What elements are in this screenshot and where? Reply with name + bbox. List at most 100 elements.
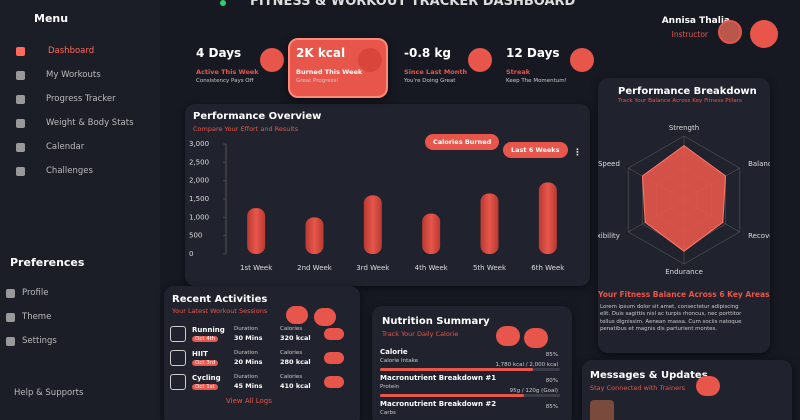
menu-icon xyxy=(16,167,25,176)
calories-label: Calories xyxy=(280,350,303,356)
activity-icon xyxy=(170,326,186,342)
message-button[interactable] xyxy=(696,376,720,396)
radar-label: Strength xyxy=(669,124,699,132)
stat-label: Streak xyxy=(506,68,531,76)
menu-icon xyxy=(16,143,25,152)
stat-card: 12 Days Streak Keep The Momentum! xyxy=(500,40,596,100)
card-subtitle: Track Your Balance Across Key Fitness Pi… xyxy=(618,98,742,104)
x-tick-label: 5th Week xyxy=(473,264,507,272)
duration-value: 45 Mins xyxy=(234,382,263,390)
radar-label: Recovery xyxy=(748,232,770,240)
bar xyxy=(363,195,382,254)
card-title: Performance Overview xyxy=(193,111,322,122)
activity-date: Oct 1st xyxy=(192,384,218,390)
calories-label: Calories xyxy=(280,374,303,380)
arrow-button[interactable] xyxy=(324,352,344,364)
menu-item[interactable]: Settings xyxy=(22,336,57,346)
radar-label: Flexibility xyxy=(598,232,620,240)
nutrition-card: Nutrition Summary Track Your Daily Calor… xyxy=(372,306,572,420)
stat-icon xyxy=(570,48,594,72)
page-title: FITNESS & WORKOUT TRACKER DASHBOARD xyxy=(250,0,576,9)
view-all-link[interactable]: View All Logs xyxy=(226,397,272,405)
duration-label: Duration xyxy=(234,374,258,380)
preferences-title: Preferences xyxy=(10,256,85,269)
x-tick-label: 2nd Week xyxy=(297,264,333,272)
duration-label: Duration xyxy=(234,326,258,332)
nutrition-percent: 80% xyxy=(545,378,558,384)
menu-icon xyxy=(16,119,25,128)
duration-value: 30 Mins xyxy=(234,334,263,342)
stat-value: 12 Days xyxy=(506,46,560,60)
print-button[interactable] xyxy=(286,306,308,324)
bar-chart: 0 500 1,000 1,500 2,000 2,500 3,000 1st Week 2nd… xyxy=(189,140,565,272)
nutrition-percent: 85% xyxy=(545,404,558,410)
bar xyxy=(422,213,441,254)
radar-caption: Your Fitness Balance Across 6 Key Areas xyxy=(598,290,770,299)
menu-item[interactable]: Weight & Body Stats xyxy=(46,118,134,128)
duration-label: Duration xyxy=(234,350,258,356)
activity-date: Oct 4th xyxy=(192,336,219,342)
radar-card: Performance Breakdown Track Your Balance… xyxy=(598,78,770,353)
x-tick-label: 4th Week xyxy=(415,264,449,272)
stat-value: -0.8 kg xyxy=(404,46,451,60)
y-tick-label: 2,000 xyxy=(189,177,209,185)
avatar[interactable] xyxy=(718,20,742,44)
menu-item[interactable]: Profile xyxy=(22,288,49,298)
arrow-button[interactable] xyxy=(324,328,344,340)
help-link[interactable]: Help & Supports xyxy=(14,388,84,398)
progress-track xyxy=(380,368,560,371)
filter-dropdown[interactable]: Calories Burned xyxy=(425,134,500,150)
nutrition-sub: Protein xyxy=(380,384,400,390)
card-title: Recent Activities xyxy=(172,294,268,305)
performance-card: Performance Overview Compare Your Effort… xyxy=(185,104,590,286)
share-button[interactable] xyxy=(314,308,336,326)
y-tick-label: 0 xyxy=(189,250,193,258)
more-button[interactable]: ⋮ xyxy=(573,148,582,158)
menu-item[interactable]: Calendar xyxy=(46,142,85,152)
stat-icon xyxy=(358,48,382,72)
stat-label: Active This Week xyxy=(196,68,259,76)
print-button[interactable] xyxy=(496,326,520,346)
progress-fill xyxy=(380,368,533,371)
menu-item[interactable]: Dashboard xyxy=(48,46,95,56)
menu-item[interactable]: My Workouts xyxy=(46,70,101,80)
bar xyxy=(305,217,324,254)
progress-track xyxy=(380,394,560,397)
card-title: Nutrition Summary xyxy=(382,316,490,327)
progress-fill xyxy=(380,394,524,397)
menu-icon xyxy=(16,95,25,104)
y-tick-label: 500 xyxy=(189,232,202,240)
radar-label: Speed xyxy=(598,160,620,168)
activity-icon xyxy=(170,350,186,366)
user-name: Annisa Thalia xyxy=(661,16,730,26)
calories-value: 320 kcal xyxy=(280,334,311,342)
activity-icon xyxy=(170,374,186,390)
stat-icon xyxy=(468,48,492,72)
activity-date: Oct 3rd xyxy=(192,360,219,366)
notification-button[interactable] xyxy=(750,20,778,48)
menu-item[interactable]: Challenges xyxy=(46,166,93,176)
activities-card: Recent Activities Your Latest Workout Se… xyxy=(164,286,360,420)
menu-item[interactable]: Theme xyxy=(22,312,52,322)
card-title: Messages & Updates xyxy=(590,370,708,381)
sidebar: Menu Preferences Help & Supports Dashboa… xyxy=(0,0,160,420)
calories-label: Calories xyxy=(280,326,303,332)
stat-note: Great Progress! xyxy=(296,78,339,84)
share-button[interactable] xyxy=(524,328,548,348)
filter-dropdown[interactable]: Last 6 Weeks xyxy=(503,142,568,158)
menu-icon xyxy=(6,313,15,322)
y-tick-label: 2,500 xyxy=(189,158,209,166)
arrow-button[interactable] xyxy=(324,376,344,388)
stat-card: 4 Days Active This Week Consistency Pays O… xyxy=(190,40,286,100)
stat-card: -0.8 kg Since Last Month You're Doing Grea… xyxy=(398,40,494,100)
stat-label: Burned This Week xyxy=(296,68,363,76)
y-tick-label: 1,500 xyxy=(189,195,209,203)
stat-value: 4 Days xyxy=(196,46,242,60)
nutrition-sub: Carbs xyxy=(380,410,396,416)
menu-icon xyxy=(6,289,15,298)
menu-item[interactable]: Progress Tracker xyxy=(46,94,116,104)
stat-value: 2K kcal xyxy=(296,46,346,60)
menu-title: Menu xyxy=(34,12,69,25)
trainer-photo xyxy=(590,400,614,420)
